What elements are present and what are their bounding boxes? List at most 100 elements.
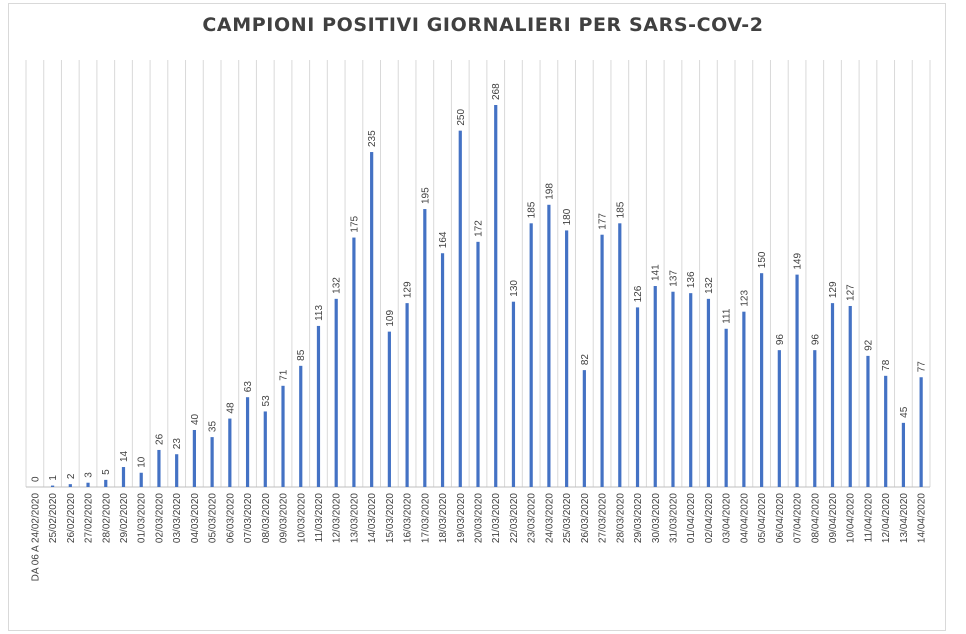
bar bbox=[157, 449, 161, 487]
x-tick-label: 10/04/2020 bbox=[846, 493, 857, 543]
x-tick-label: 02/04/2020 bbox=[704, 493, 715, 543]
bar bbox=[689, 293, 693, 487]
data-label: 111 bbox=[722, 308, 733, 324]
data-label: 164 bbox=[438, 231, 449, 248]
data-label: 136 bbox=[686, 271, 697, 288]
data-label: 26 bbox=[154, 433, 165, 445]
bar bbox=[706, 298, 711, 487]
data-label: 185 bbox=[615, 201, 626, 218]
bar bbox=[511, 301, 516, 487]
gridlines bbox=[25, 60, 931, 487]
bar bbox=[494, 105, 498, 487]
bar bbox=[600, 234, 604, 487]
x-tick-label: 05/03/2020 bbox=[208, 493, 219, 543]
x-tick-label: 16/03/2020 bbox=[403, 493, 414, 543]
bar bbox=[104, 479, 108, 487]
data-label: 85 bbox=[296, 349, 307, 361]
data-label: 235 bbox=[367, 130, 378, 147]
data-label: 130 bbox=[509, 280, 520, 297]
data-label: 177 bbox=[598, 213, 609, 230]
data-label: 180 bbox=[562, 208, 573, 225]
data-label: 78 bbox=[881, 359, 892, 371]
bar bbox=[405, 303, 409, 487]
x-tick-label: 09/04/2020 bbox=[828, 493, 839, 543]
bar bbox=[210, 437, 214, 487]
data-label: 40 bbox=[190, 413, 201, 425]
data-label: 35 bbox=[208, 421, 219, 433]
x-tick-label: 21/03/2020 bbox=[491, 493, 502, 543]
bar bbox=[671, 291, 675, 487]
data-label: 92 bbox=[863, 339, 874, 351]
data-label: 53 bbox=[261, 395, 272, 407]
x-tick-label: 15/03/2020 bbox=[385, 493, 396, 543]
data-label: 195 bbox=[420, 187, 431, 204]
x-tick-label: 26/03/2020 bbox=[580, 493, 591, 543]
bar bbox=[582, 370, 586, 487]
x-tick-label: 08/03/2020 bbox=[261, 493, 272, 543]
x-tick-label: 26/02/2020 bbox=[66, 493, 77, 543]
data-label: 10 bbox=[137, 456, 148, 468]
x-tick-label: 14/03/2020 bbox=[367, 493, 378, 543]
bar bbox=[228, 418, 232, 487]
x-tick-label: 10/03/2020 bbox=[296, 493, 307, 543]
bar bbox=[653, 286, 657, 487]
x-tick-label: 09/03/2020 bbox=[279, 493, 290, 543]
data-label: 71 bbox=[279, 369, 290, 381]
bar bbox=[334, 298, 338, 487]
bar bbox=[299, 365, 303, 487]
bar bbox=[813, 350, 817, 487]
bar bbox=[618, 223, 622, 487]
x-tick-label: 04/04/2020 bbox=[739, 493, 750, 543]
bar bbox=[476, 241, 480, 487]
x-tick-label: 17/03/2020 bbox=[420, 493, 431, 543]
bar bbox=[884, 375, 888, 487]
bars bbox=[50, 105, 923, 488]
data-label: 129 bbox=[828, 281, 839, 298]
x-tick-label: 12/04/2020 bbox=[881, 493, 892, 543]
bar bbox=[175, 454, 179, 487]
x-tick-label: 01/03/2020 bbox=[137, 493, 148, 543]
data-label: 250 bbox=[456, 109, 467, 126]
x-tick-label: 23/03/2020 bbox=[527, 493, 538, 543]
x-tick-label: 28/02/2020 bbox=[101, 493, 112, 543]
x-tick-label: 25/02/2020 bbox=[48, 493, 59, 543]
chart-title: CAMPIONI POSITIVI GIORNALIERI PER SARS-C… bbox=[202, 14, 764, 36]
data-label: 5 bbox=[101, 469, 112, 475]
data-label: 132 bbox=[704, 277, 715, 294]
bar bbox=[245, 397, 250, 487]
data-label: 1 bbox=[48, 475, 59, 481]
x-tick-label: 22/03/2020 bbox=[509, 493, 520, 543]
x-tick-label: 06/03/2020 bbox=[225, 493, 236, 543]
data-label: 175 bbox=[349, 215, 360, 232]
bar bbox=[139, 472, 143, 487]
bar bbox=[919, 377, 923, 487]
bar bbox=[263, 411, 267, 487]
x-tick-label: 07/03/2020 bbox=[243, 493, 254, 543]
bar bbox=[370, 152, 374, 488]
x-tick-label: 13/03/2020 bbox=[349, 493, 360, 543]
x-tick-label: 11/03/2020 bbox=[314, 493, 325, 543]
data-label: 63 bbox=[243, 381, 254, 393]
x-tick-label: 31/03/2020 bbox=[668, 493, 679, 543]
bar bbox=[848, 305, 852, 487]
x-tick-label: DA 06 A 24/02/2020 bbox=[30, 493, 41, 582]
data-label: 45 bbox=[899, 406, 910, 418]
x-tick-label: 20/03/2020 bbox=[474, 493, 485, 543]
data-label: 113 bbox=[314, 305, 325, 321]
x-tick-labels: DA 06 A 24/02/2020 25/02/2020 26/02/2020 27… bbox=[30, 493, 927, 582]
x-tick-label: 19/03/2020 bbox=[456, 493, 467, 543]
x-tick-label: 08/04/2020 bbox=[810, 493, 821, 543]
data-label: 137 bbox=[668, 270, 679, 287]
x-tick-label: 05/04/2020 bbox=[757, 493, 768, 543]
data-label: 96 bbox=[810, 334, 821, 346]
x-tick-label: 07/04/2020 bbox=[793, 493, 804, 543]
x-tick-label: 04/03/2020 bbox=[190, 493, 201, 543]
x-tick-label: 11/04/2020 bbox=[863, 493, 874, 543]
x-tick-label: 29/03/2020 bbox=[633, 493, 644, 543]
bar bbox=[742, 311, 746, 487]
x-tick-label: 06/04/2020 bbox=[775, 493, 786, 543]
data-label: 132 bbox=[332, 277, 343, 294]
data-label: 268 bbox=[491, 83, 502, 100]
